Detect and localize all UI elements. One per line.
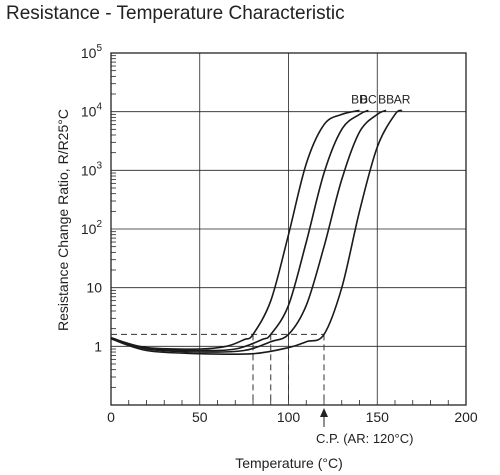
y-tick-label: 1 — [94, 338, 102, 354]
series-line-bc — [110, 109, 369, 352]
y-tick-label: 105 — [81, 43, 103, 61]
y-tick-label: 10 — [86, 280, 102, 296]
series-lines — [110, 109, 403, 356]
x-tick-label: 50 — [192, 409, 208, 425]
grid — [111, 53, 466, 405]
annotation-text: C.P. (AR: 120°C) — [316, 431, 413, 446]
series-line-ar — [110, 109, 403, 356]
x-tick-label: 150 — [366, 409, 390, 425]
x-tick-label: 0 — [107, 409, 115, 425]
series-label-bc: BC — [360, 92, 377, 106]
reference-lines — [111, 333, 325, 405]
annotation-arrow-head — [320, 408, 328, 417]
series-line-bd — [110, 109, 360, 350]
x-tick-label: 200 — [454, 409, 478, 425]
series-label-bd: BD — [351, 92, 368, 106]
chart-title: Resistance - Temperature Characteristic — [6, 3, 345, 24]
y-tick-label: 103 — [81, 160, 103, 178]
y-tick-label: 102 — [81, 219, 103, 237]
y-axis-label: Resistance Change Ratio, R/R25°C — [55, 109, 71, 331]
x-tick-label: 100 — [277, 409, 301, 425]
y-tick-label: 104 — [81, 102, 103, 120]
tick-labels: 0 50 100 150 200 1 10 102 103 104 105 — [81, 43, 478, 425]
series-label-bb: BB — [378, 92, 394, 106]
x-axis-label: Temperature (°C) — [235, 455, 343, 471]
series-label-ar: AR — [394, 92, 411, 106]
annotation: C.P. (AR: 120°C) — [316, 408, 413, 446]
series-line-bb — [110, 109, 387, 353]
